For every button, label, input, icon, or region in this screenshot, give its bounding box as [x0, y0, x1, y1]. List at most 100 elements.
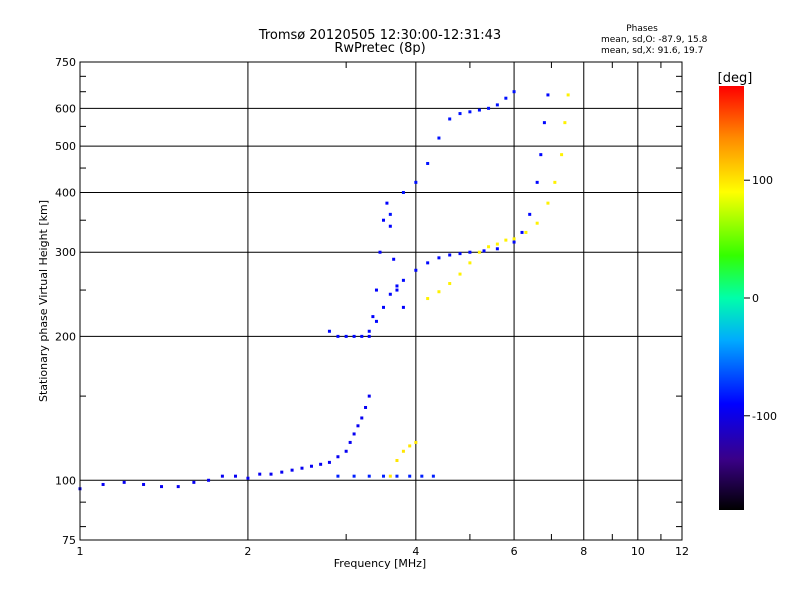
data-point	[356, 424, 360, 428]
phase-box-line-o: mean, sd,O: -87.9, 15.8	[601, 35, 708, 45]
data-point	[546, 201, 550, 205]
data-point	[408, 444, 412, 448]
data-point	[437, 136, 441, 140]
data-point	[392, 257, 396, 261]
data-point	[468, 261, 472, 265]
data-point	[352, 474, 356, 478]
data-point	[371, 315, 375, 319]
data-point	[388, 224, 392, 228]
data-point	[448, 282, 452, 286]
data-point	[233, 474, 237, 478]
data-point	[401, 190, 405, 194]
data-point	[546, 93, 550, 97]
data-points	[78, 90, 570, 491]
y-axis-label: Stationary phase Virtual Height [km]	[37, 200, 50, 402]
data-point	[520, 230, 524, 234]
data-point	[395, 284, 399, 288]
data-point	[142, 482, 146, 486]
data-point	[309, 464, 313, 468]
y-tick-label: 600	[55, 102, 76, 115]
data-point	[414, 440, 418, 444]
axis-ticks	[80, 62, 682, 540]
data-point	[360, 334, 364, 338]
data-point	[420, 474, 424, 478]
data-point	[458, 272, 462, 276]
data-point	[327, 329, 331, 333]
data-point	[327, 460, 331, 464]
data-point	[426, 261, 430, 265]
colorbar-ticks: 100 0 -100	[744, 174, 777, 423]
data-point	[395, 288, 399, 292]
data-point	[414, 180, 418, 184]
data-point	[176, 485, 180, 489]
colorbar	[719, 86, 744, 510]
data-point	[495, 242, 499, 246]
data-point	[381, 305, 385, 309]
data-point	[408, 474, 412, 478]
data-point	[437, 256, 441, 260]
data-point	[458, 252, 462, 256]
data-point	[385, 201, 389, 205]
colorbar-tick-label: 100	[752, 174, 773, 187]
data-point	[280, 470, 284, 474]
x-tick-label: 10	[631, 545, 645, 558]
data-point	[414, 268, 418, 272]
data-point	[431, 474, 435, 478]
data-point	[220, 474, 224, 478]
data-point	[482, 249, 486, 253]
y-tick-label: 750	[55, 56, 76, 69]
colorbar-tick-label: -100	[752, 410, 777, 423]
data-point	[207, 478, 211, 482]
data-point	[374, 319, 378, 323]
data-point	[512, 237, 516, 241]
data-point	[367, 334, 371, 338]
y-tick-label: 75	[62, 534, 76, 547]
data-point	[566, 93, 570, 97]
x-tick-label: 6	[511, 545, 518, 558]
data-point	[388, 292, 392, 296]
data-point	[344, 449, 348, 453]
data-point	[401, 278, 405, 282]
data-point	[512, 90, 516, 94]
x-tick-label: 12	[675, 545, 689, 558]
data-point	[426, 161, 430, 165]
data-point	[395, 458, 399, 462]
y-tick-label: 200	[55, 330, 76, 343]
data-point	[401, 449, 405, 453]
x-tick-label: 1	[77, 545, 84, 558]
data-point	[122, 480, 126, 484]
data-point	[101, 482, 105, 486]
data-point	[367, 394, 371, 398]
y-tick-label: 500	[55, 140, 76, 153]
data-point	[352, 334, 356, 338]
data-point	[360, 416, 364, 420]
data-point	[487, 245, 491, 249]
data-point	[336, 474, 340, 478]
data-point	[348, 440, 352, 444]
y-tick-label: 100	[55, 474, 76, 487]
data-point	[352, 432, 356, 436]
data-point	[535, 180, 539, 184]
data-point	[381, 218, 385, 222]
data-point	[364, 405, 368, 409]
data-point	[542, 121, 546, 125]
data-point	[487, 106, 491, 110]
data-point	[388, 212, 392, 216]
data-point	[504, 96, 508, 100]
colorbar-tick-label: 0	[752, 292, 759, 305]
x-axis-label: Frequency [MHz]	[334, 557, 426, 570]
data-point	[290, 468, 294, 472]
data-point	[378, 250, 382, 254]
data-point	[524, 230, 528, 234]
x-tick-label: 4	[412, 545, 419, 558]
data-point	[374, 288, 378, 292]
data-point	[560, 153, 564, 157]
data-point	[495, 103, 499, 107]
data-point	[539, 153, 543, 157]
plot-frame	[79, 61, 683, 541]
data-point	[563, 121, 567, 125]
data-point	[448, 117, 452, 121]
chart-title: Tromsø 20120505 12:30:00-12:31:43	[258, 28, 501, 43]
data-point	[246, 476, 250, 480]
